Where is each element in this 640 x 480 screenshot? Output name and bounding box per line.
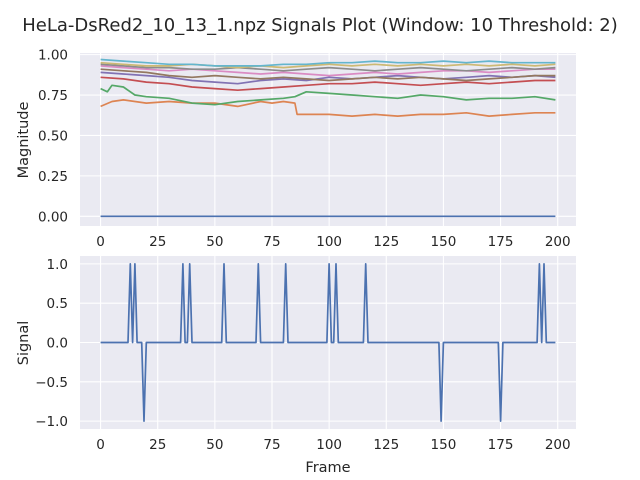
magnitude-y-tick-label: 0.25 (38, 169, 68, 185)
magnitude-x-tick-label: 50 (206, 234, 223, 250)
magnitude-x-tick-label: 75 (263, 234, 280, 250)
signal-y-tick-label: −1.0 (35, 414, 68, 430)
magnitude-x-tick-label: 25 (149, 234, 166, 250)
magnitude-y-tick-label: 0.75 (38, 88, 68, 104)
signal-y-tick-label: 1.0 (47, 257, 68, 273)
signal-y-tick-label: 0.5 (47, 296, 68, 312)
signal-x-tick-label: 50 (206, 437, 223, 453)
signal-x-tick-label: 150 (431, 437, 457, 453)
signal-panel: 0 25 50 75 100 125 150 175 200 −1.0 −0.5 0.0 0.5 1.0 (35, 256, 576, 453)
magnitude-plot-area (80, 53, 576, 226)
magnitude-series-line-5 (100, 68, 556, 82)
magnitude-series-line-1 (100, 99, 556, 117)
magnitude-panel: 0 25 50 75 100 125 150 175 200 0.00 0.25 0.50 0.75 1.… (38, 48, 576, 250)
magnitude-series-line-8 (100, 61, 556, 69)
signal-x-tick-label: 175 (488, 437, 514, 453)
magnitude-x-tick-label: 100 (316, 234, 342, 250)
magnitude-series-line-9 (100, 58, 556, 67)
signal-x-tick-label: 100 (316, 437, 342, 453)
magnitude-x-tick-label: 200 (545, 234, 571, 250)
signal-series-line-0 (100, 263, 556, 422)
signal-x-tick-label: 125 (373, 437, 399, 453)
signal-x-tick-label: 25 (149, 437, 166, 453)
magnitude-series-line-7 (100, 63, 556, 72)
magnitude-y-tick-label: 0.00 (38, 209, 68, 225)
magnitude-x-tick-label: 125 (373, 234, 399, 250)
signal-x-tick-label: 75 (263, 437, 280, 453)
frame-x-axis-label: Frame (305, 460, 350, 476)
magnitude-x-tick-label: 0 (96, 234, 105, 250)
magnitude-x-tick-label: 150 (431, 234, 457, 250)
signal-y-tick-label: 0.0 (47, 336, 68, 352)
magnitude-series-line-2 (100, 84, 556, 106)
signal-y-axis-label: Signal (16, 321, 32, 366)
signal-x-tick-label: 200 (545, 437, 571, 453)
magnitude-y-axis-label: Magnitude (16, 102, 32, 179)
magnitude-y-tick-label: 0.50 (38, 128, 68, 144)
magnitude-series-line-4 (100, 71, 556, 85)
signal-x-tick-label: 0 (96, 437, 105, 453)
magnitude-x-tick-label: 175 (488, 234, 514, 250)
magnitude-series-line-3 (100, 76, 556, 92)
magnitude-y-tick-label: 1.00 (38, 48, 68, 64)
signal-y-tick-label: −0.5 (35, 375, 68, 391)
magnitude-series-line-6 (100, 65, 556, 77)
figure-title: HeLa-DsRed2_10_13_1.npz Signals Plot (Wi… (22, 15, 617, 36)
